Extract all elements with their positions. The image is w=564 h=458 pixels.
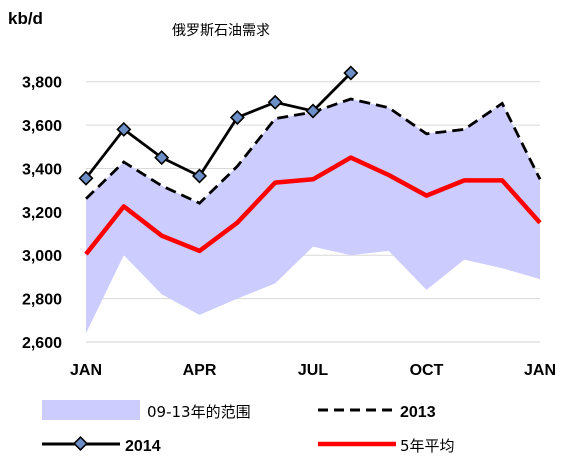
y-tick-label: 3,600 — [22, 118, 62, 135]
data-point-2014 — [192, 168, 207, 184]
y-tick-label: 3,200 — [22, 205, 62, 222]
y-tick-label: 3,800 — [22, 75, 62, 92]
series-line-5yr-average — [84, 155, 542, 256]
legend-label-5yr-average: 5年平均 — [400, 437, 455, 455]
x-tick-label: OCT — [410, 362, 444, 379]
legend-label-2013: 2013 — [400, 404, 436, 421]
data-point-2014 — [154, 150, 170, 166]
x-tick-label: JAN — [524, 362, 556, 379]
y-tick-label: 2,800 — [22, 292, 62, 309]
range-band-09-13 — [86, 99, 540, 334]
legend-label-range: 09-13年的范围 — [147, 403, 251, 421]
y-axis-ticks: 2,600 2,800 3,000 3,200 3,400 3,600 3,800 — [22, 75, 62, 352]
data-point-2014 — [305, 103, 321, 119]
y-axis-unit-label: kb/d — [8, 9, 43, 28]
data-point-2014 — [267, 94, 283, 110]
series-markers-2014 — [78, 65, 359, 186]
data-point-2014 — [229, 109, 245, 125]
series-line-2014 — [84, 72, 352, 180]
data-point-2014 — [343, 65, 359, 81]
chart-title: 俄罗斯石油需求 — [172, 23, 270, 39]
x-tick-label: APR — [183, 362, 217, 379]
legend-marker-2014 — [73, 436, 88, 451]
legend-label-2014: 2014 — [125, 438, 161, 455]
x-tick-label: JAN — [70, 362, 102, 379]
y-tick-label: 2,600 — [22, 335, 62, 352]
x-axis-ticks: JAN APR JUL OCT JAN — [70, 362, 556, 379]
x-tick-label: JUL — [298, 362, 328, 379]
legend-swatch-range — [42, 400, 140, 420]
y-tick-label: 3,400 — [22, 161, 62, 178]
data-point-2014 — [78, 170, 94, 186]
y-tick-label: 3,000 — [22, 248, 62, 265]
legend: 09-13年的范围 2013 2014 5年平均 — [42, 400, 455, 455]
data-point-2014 — [116, 121, 132, 137]
